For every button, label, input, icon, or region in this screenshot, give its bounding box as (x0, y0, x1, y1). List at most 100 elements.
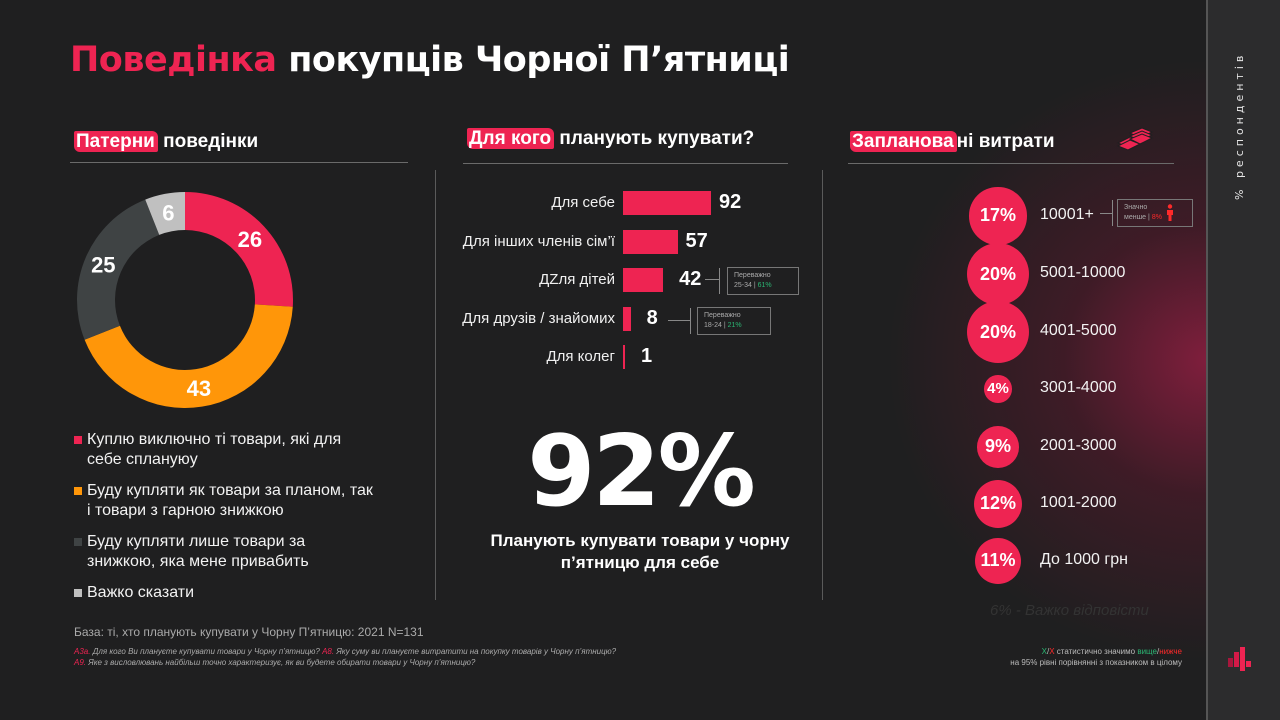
significance-note: X/X статистично значимо вище/нижче на 95… (940, 646, 1182, 668)
bar-value: 42 (679, 268, 702, 290)
sig-up: вище (1137, 647, 1157, 656)
sig-line2: на 95% рівні порівнянні з показником в ц… (1010, 658, 1182, 667)
brand-logo-icon (1228, 647, 1251, 671)
legend-item: Буду купляти лише товари за знижкою, яка… (74, 532, 374, 572)
bar (623, 345, 625, 369)
side-panel (1206, 0, 1280, 720)
connector-line (690, 308, 691, 334)
sig-x-up: X (1041, 647, 1047, 656)
note-friends: Переважно 18-24 | 21% (697, 307, 771, 335)
note-text: Переважно (704, 312, 741, 319)
column-divider (822, 170, 823, 600)
bubble-label: 3001-4000 (1040, 379, 1117, 396)
bubble-label: До 1000 грн (1040, 551, 1128, 568)
bubble-row: 20% 4001-5000 (930, 301, 1190, 363)
legend-item: Буду купляти як товари за планом, так і … (74, 481, 374, 521)
column-divider (435, 170, 436, 600)
bar-row: Для друзів / знайомих 8 (430, 307, 810, 331)
donut-slice (145, 192, 185, 235)
bubble-row: 4% 3001-4000 (930, 360, 1190, 418)
note-pct: 61% (757, 282, 772, 289)
donut-slice (77, 199, 160, 340)
legend-item: Важко сказати (74, 583, 374, 603)
section-highlight: Для кого (467, 128, 555, 149)
connector-line (1112, 200, 1113, 226)
bubble: 11% (975, 538, 1021, 584)
bar-label: Для колег (546, 348, 615, 365)
donut-data-label: 43 (187, 376, 211, 401)
bar-value: 92 (719, 191, 742, 213)
footer-base: База: ті, хто планують купувати у Чорну … (74, 625, 424, 639)
divider (70, 162, 408, 163)
bar-row: Для колег 1 (430, 345, 810, 369)
bubble-label: 1001-2000 (1040, 494, 1117, 511)
connector-line (705, 279, 719, 280)
sig-down: нижче (1159, 647, 1182, 656)
note-text: Переважно (734, 272, 771, 279)
bubble: 12% (973, 479, 1022, 528)
legend-text: Буду купляти як товари за планом, так і … (87, 482, 373, 519)
bar-row: Для себе 92 (430, 191, 810, 215)
note-kids: Переважно 25-34 | 61% (727, 267, 799, 295)
note-pct: 8% (1151, 214, 1162, 221)
money-stack-icon (1116, 127, 1154, 151)
donut-chart: 26 43 25 6 (77, 192, 293, 408)
note-age: 25-34 (734, 282, 752, 289)
note-top-spend: Значно менше | 8% (1117, 199, 1193, 227)
bubble: 20% (967, 243, 1029, 305)
bubble: 17% (969, 187, 1027, 245)
bar (623, 230, 678, 254)
question-code: А8. (322, 647, 335, 656)
note-pct: 21% (727, 322, 742, 329)
big-stat-caption: Планують купувати товари у чорну п’ятниц… (490, 531, 790, 572)
question-text: Яке з висловлювань найбільш точно характ… (86, 658, 476, 667)
bar-row: ДZля дітей 42 (430, 268, 810, 292)
connector-line (719, 268, 720, 294)
connector-line (1100, 213, 1112, 214)
legend-text: Важко сказати (87, 584, 195, 601)
section-highlight: Патерни (74, 131, 158, 152)
bar (623, 268, 664, 292)
question-code: А9. (74, 658, 87, 667)
legend-swatch (74, 589, 82, 597)
person-icon (1166, 204, 1173, 221)
divider (463, 163, 788, 164)
section-header-spend: Запланова ні витрати (850, 131, 1055, 153)
section-header-patterns: Патерни поведінки (74, 131, 258, 153)
bar-value: 57 (685, 230, 708, 252)
legend-text: Куплю виключно ті товари, які для себе с… (87, 431, 342, 468)
bar-row: Для інших членів сім’ї 57 (430, 230, 810, 254)
question-text: Для кого Ви плануєте купувати товари у Ч… (90, 647, 323, 656)
bubble-label: 2001-3000 (1040, 437, 1117, 454)
donut-slice (84, 304, 293, 408)
bubble: 20% (967, 301, 1029, 363)
donut-slice (185, 192, 293, 307)
connector-line (668, 320, 690, 321)
legend-swatch (74, 436, 82, 444)
bubble-label: 10001+ (1040, 206, 1094, 223)
bar (623, 307, 631, 331)
bar-label: ДZля дітей (539, 271, 615, 288)
sig-x-down: X (1049, 647, 1055, 656)
note-age: 18-24 (704, 322, 722, 329)
bar-value: 8 (646, 307, 658, 329)
bubble: 9% (977, 426, 1019, 468)
bar (623, 191, 711, 215)
question-code: А3а. (74, 647, 91, 656)
page-title-rest: покупців Чорної П’ятниці (276, 40, 790, 80)
sig-slash: / (1046, 647, 1050, 656)
section-highlight: Запланова (850, 131, 957, 152)
bar-label: Для друзів / знайомих (462, 310, 615, 327)
footer-questions: А3а. Для кого Ви плануєте купувати товар… (74, 646, 616, 668)
sig-text: статистично значимо (1054, 647, 1138, 656)
section-rest: планують купувати? (554, 128, 755, 149)
bubble-row: 9% 2001-3000 (930, 418, 1190, 476)
donut-data-label: 25 (91, 253, 115, 278)
divider (848, 163, 1174, 164)
big-stat-value: 92% (527, 415, 756, 529)
bubble-row: 17% 10001+ (930, 187, 1190, 245)
page-title: Поведінка покупців Чорної П’ятниці (70, 40, 790, 80)
legend-swatch (74, 487, 82, 495)
bubble-label: 5001-10000 (1040, 264, 1126, 281)
note-text: Значно (1124, 204, 1148, 211)
